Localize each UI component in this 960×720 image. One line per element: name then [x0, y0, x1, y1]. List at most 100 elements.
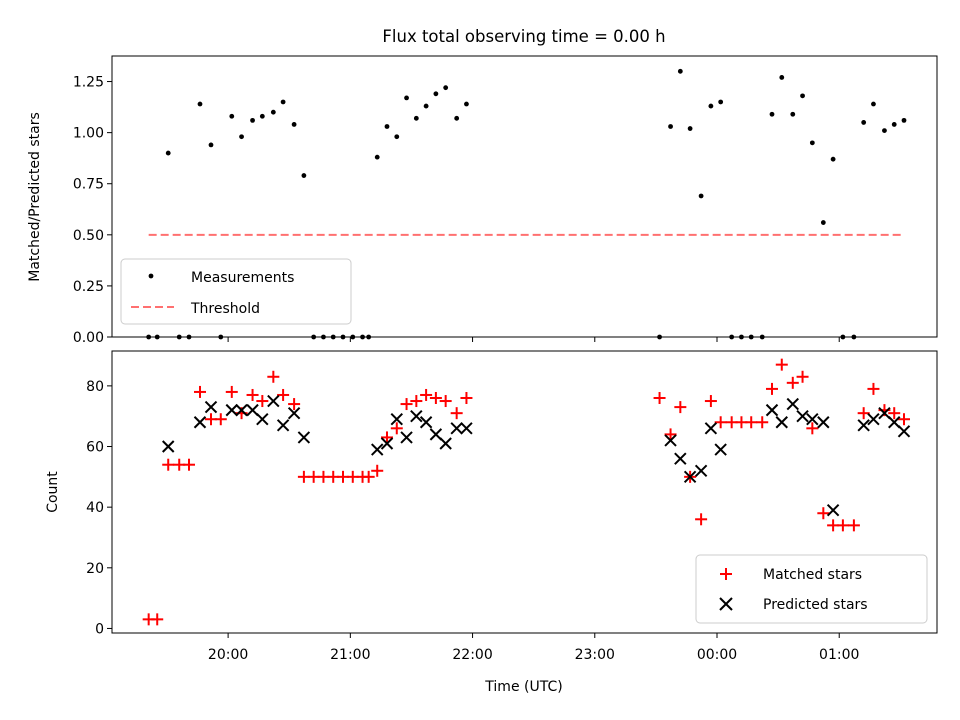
measurement-point: [165, 150, 171, 156]
measurement-point: [901, 117, 907, 123]
measurement-point: [270, 109, 276, 115]
count-x-tick-label: 21:00: [330, 647, 370, 663]
matched-star-point: [847, 519, 860, 532]
matched-star-point: [381, 431, 393, 444]
matched-star-point: [857, 407, 870, 420]
ratio-x-ticks: [227, 337, 840, 342]
predicted-star-point: [888, 416, 901, 429]
predicted-star-point: [429, 428, 443, 441]
measurement-point: [800, 93, 805, 99]
measurement-point: [668, 124, 673, 129]
matched-star-point: [898, 413, 910, 426]
predicted-star-point: [439, 437, 452, 450]
matched-star-point: [288, 398, 301, 411]
matched-star-point: [420, 388, 433, 401]
measurement-point: [464, 101, 469, 107]
measurement-point: [433, 91, 439, 97]
predicted-star-point: [694, 464, 708, 477]
count-legend: Matched stars Predicted stars: [695, 554, 928, 624]
count-points: [142, 358, 911, 626]
predicted-star-point: [276, 419, 290, 432]
predicted-star-point: [817, 416, 830, 429]
matched-star-point: [714, 416, 727, 429]
predicted-star-point: [162, 440, 175, 453]
measurement-point: [301, 173, 307, 178]
matched-star-point: [745, 416, 758, 429]
count-legend-box: [695, 554, 928, 624]
matched-star-point: [836, 519, 849, 532]
count-x-tick-label: 01:00: [819, 647, 859, 663]
matched-star-point: [704, 395, 717, 408]
predicted-star-point: [704, 422, 718, 435]
predicted-star-point: [297, 431, 311, 444]
count-y-tick-label: 80: [86, 379, 104, 395]
measurement-point: [687, 126, 693, 131]
measurement-point: [891, 122, 897, 127]
measurement-point: [677, 68, 683, 74]
predicted-star-point: [256, 413, 269, 426]
matched-star-point: [214, 413, 227, 426]
measurement-point: [374, 154, 380, 160]
matched-star-point: [674, 401, 687, 414]
matched-star-point: [695, 513, 708, 526]
matched-star-point: [817, 507, 830, 520]
measurement-point: [882, 128, 887, 133]
measurement-point: [423, 103, 429, 109]
matched-star-point: [256, 395, 269, 408]
predicted-star-point: [867, 413, 880, 426]
measurement-point: [769, 111, 775, 117]
count-y-tick-label: 0: [95, 621, 104, 637]
matched-star-point: [225, 385, 238, 398]
ratio-y-tick-label: 1.25: [73, 75, 104, 91]
predicted-star-point: [765, 403, 779, 417]
predicted-star-point: [714, 443, 727, 456]
matched-star-point: [246, 388, 259, 401]
measurement-point: [454, 115, 460, 121]
count-x-tick-label: 23:00: [575, 647, 615, 663]
matched-star-point: [194, 385, 206, 398]
count-y-tick-label: 20: [86, 561, 104, 577]
predicted-star-point: [267, 394, 280, 408]
matched-star-point: [888, 407, 901, 420]
matched-star-point: [277, 388, 290, 401]
measurement-point: [250, 117, 255, 123]
predicted-star-point: [204, 400, 218, 414]
predicted-star-point: [450, 422, 463, 435]
measurement-point: [384, 124, 390, 129]
predicted-star-point: [410, 409, 423, 423]
predicted-star-point: [806, 413, 819, 426]
measurement-point: [404, 95, 409, 101]
matched-star-point: [439, 395, 452, 408]
matched-star-point: [664, 428, 677, 441]
measurement-point: [259, 113, 265, 119]
ratio-y-tick-label: 0.75: [73, 177, 104, 193]
predicted-star-point: [400, 431, 413, 444]
predicted-star-point: [371, 443, 384, 456]
predicted-star-point: [225, 403, 238, 417]
predicted-star-point: [878, 406, 891, 420]
legend-measurements-label: Measurements: [191, 270, 294, 286]
matched-star-point: [362, 470, 375, 483]
measurement-point: [830, 156, 836, 162]
ratio-y-axis: 0.00 0.25 0.50 0.75 1.00 1.25: [73, 75, 112, 346]
legend-predicted-marker: [719, 597, 733, 611]
measurement-point: [779, 75, 785, 80]
matched-star-point: [371, 464, 384, 477]
ratio-y-tick-label: 0.25: [73, 279, 104, 295]
legend-measurements-marker: [148, 273, 154, 279]
matched-star-point: [867, 382, 880, 395]
predicted-star-point: [664, 434, 677, 447]
measurement-point: [443, 85, 449, 91]
measurement-point: [413, 115, 419, 121]
legend-matched-label: Matched stars: [763, 567, 862, 583]
count-x-axis: 20:00 21:00 22:00 23:00 00:00 01:00: [208, 633, 859, 663]
predicted-star-point: [775, 416, 788, 429]
count-x-tick-label: 22:00: [452, 647, 492, 663]
predicted-star-point: [193, 416, 207, 429]
count-y-tick-label: 40: [86, 500, 104, 516]
predicted-star-point: [287, 406, 301, 420]
measurement-point: [718, 99, 724, 105]
count-y-tick-label: 60: [86, 440, 104, 456]
matched-star-point: [756, 416, 769, 429]
